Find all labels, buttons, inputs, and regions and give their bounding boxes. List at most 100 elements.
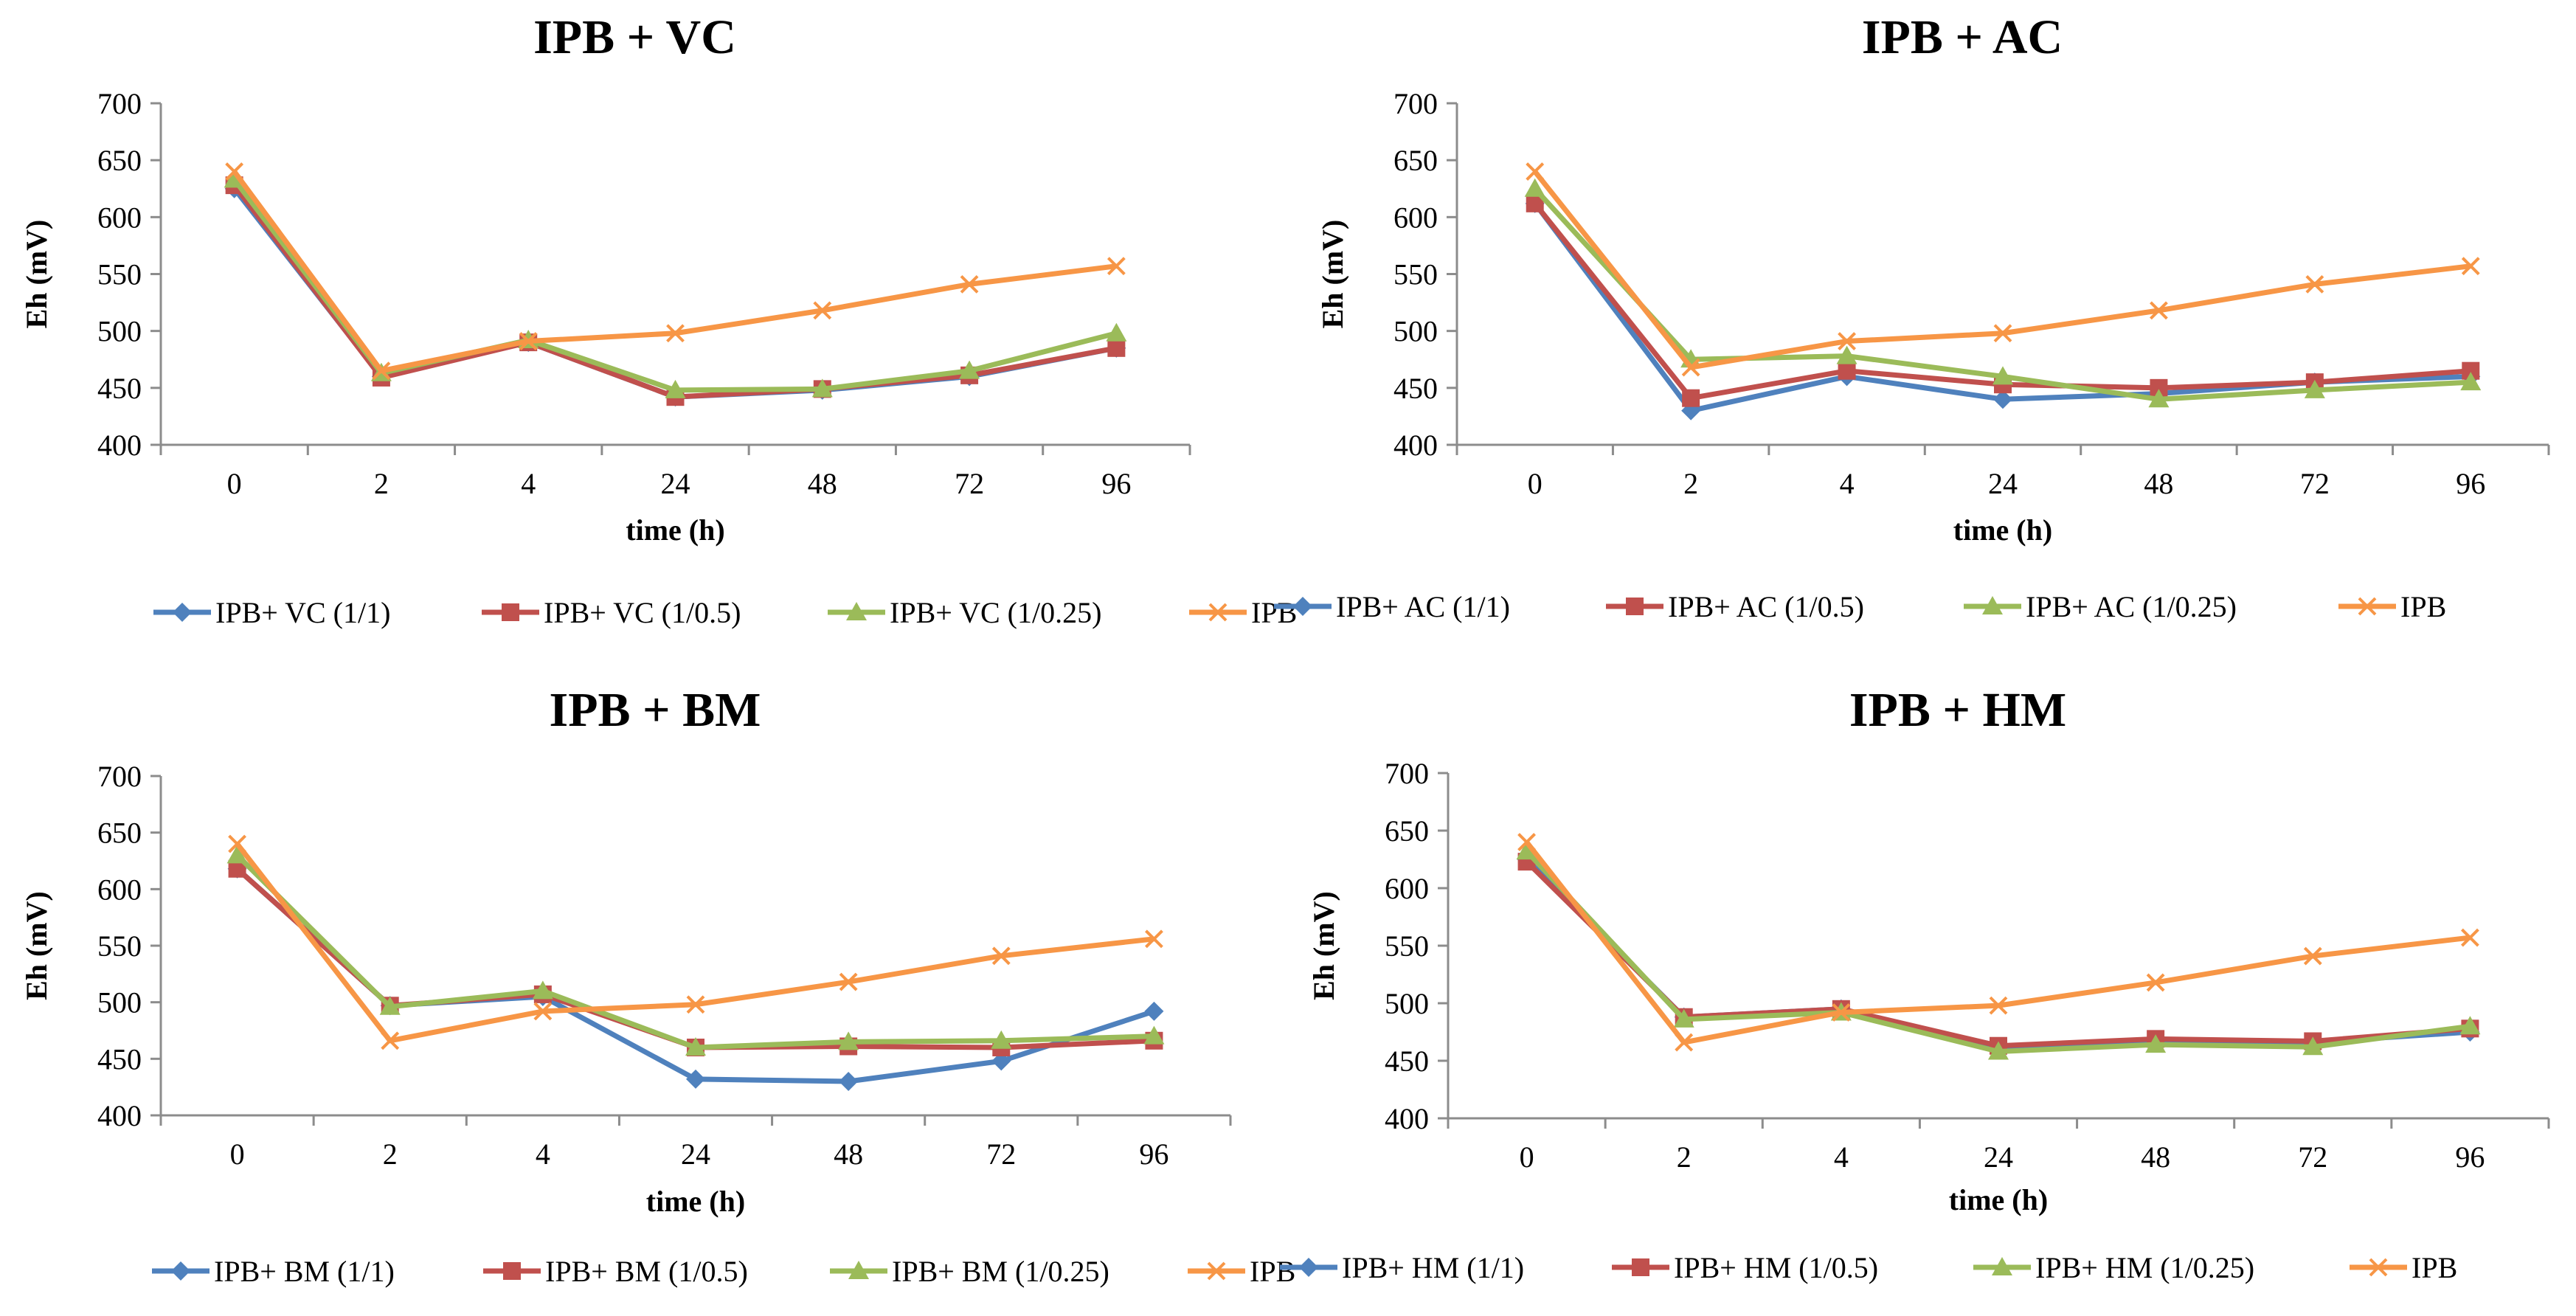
- x-tick-label: 96: [2455, 1140, 2485, 1174]
- y-tick-label: 500: [1393, 315, 1438, 348]
- data-point: [228, 834, 246, 853]
- legend-marker: [171, 1261, 190, 1281]
- x-tick-label: 4: [521, 467, 536, 500]
- data-point: [838, 1031, 859, 1050]
- x-tick-label: 96: [1101, 467, 1131, 500]
- data-point: [2303, 946, 2322, 966]
- data-point: [1675, 1033, 1694, 1052]
- data-point: [372, 361, 391, 381]
- legend-item: IPB+ BM (1/0.5): [483, 1255, 748, 1288]
- series-2: [228, 859, 1163, 1056]
- y-tick-label: 600: [97, 201, 142, 234]
- data-point: [686, 995, 705, 1014]
- y-tick-label: 550: [97, 929, 142, 963]
- legend-marker: [1207, 1261, 1226, 1281]
- data-point: [2302, 1036, 2324, 1056]
- y-tick-label: 400: [1385, 1102, 1429, 1135]
- legend-item: IPB+ BM (1/0.25): [830, 1255, 1109, 1288]
- legend-label: IPB+ HM (1/0.5): [1674, 1251, 1878, 1284]
- y-tick-label: 400: [97, 429, 142, 462]
- x-tick-label: 0: [230, 1137, 245, 1171]
- data-point: [533, 1002, 553, 1021]
- data-point: [2304, 379, 2325, 398]
- legend-item: IPB+ AC (1/0.25): [1964, 590, 2237, 623]
- data-point: [1832, 1003, 1851, 1022]
- data-point: [1673, 1008, 1694, 1028]
- data-point: [2146, 973, 2165, 992]
- data-point: [839, 1072, 859, 1091]
- y-tick-label: 550: [97, 258, 142, 291]
- x-tick-label: 24: [681, 1137, 710, 1171]
- legend-label: IPB+ BM (1/0.5): [545, 1255, 748, 1288]
- legend-item: IPB+ HM (1/1): [1280, 1251, 1524, 1284]
- legend-item: IPB: [1189, 596, 1297, 629]
- y-tick-label: 650: [97, 817, 142, 850]
- data-point: [1107, 339, 1126, 357]
- legend-item: IPB+ VC (1/0.5): [482, 596, 741, 629]
- legend-marker: [1299, 1258, 1318, 1277]
- x-tick-label: 2: [1683, 467, 1698, 500]
- data-point: [1681, 358, 1700, 377]
- x-tick-label: 48: [2141, 1140, 2170, 1174]
- legend-marker: [173, 603, 192, 622]
- legend-label: IPB: [2411, 1251, 2457, 1284]
- y-tick-label: 600: [1393, 201, 1438, 234]
- x-tick-label: 48: [808, 467, 837, 500]
- legend-label: IPB+ AC (1/1): [1336, 590, 1510, 623]
- legend-marker: [1293, 597, 1312, 616]
- legend-marker: [502, 603, 519, 621]
- legend-label: IPB+ BM (1/0.25): [892, 1255, 1109, 1288]
- y-tick-label: 650: [1385, 814, 1429, 848]
- legend-marker: [1982, 596, 2003, 614]
- series-line: [1532, 170, 2471, 370]
- data-point: [532, 980, 553, 1000]
- data-point: [1144, 1001, 1164, 1021]
- data-point: [225, 162, 244, 181]
- x-tick-label: 4: [536, 1137, 550, 1171]
- legend-item: IPB: [1188, 1255, 1295, 1288]
- legend-marker: [1632, 1258, 1649, 1276]
- legend-item: IPB+ VC (1/0.25): [828, 596, 1101, 629]
- data-point: [1516, 841, 1537, 860]
- legend-item: IPB+ HM (1/0.5): [1612, 1251, 1878, 1284]
- x-tick-label: 48: [2144, 467, 2173, 500]
- data-point: [811, 378, 833, 398]
- x-tick-label: 4: [1834, 1140, 1849, 1174]
- data-point: [2145, 1034, 2167, 1053]
- y-tick-label: 450: [97, 1042, 142, 1076]
- legend-marker: [2358, 597, 2377, 616]
- y-tick-label: 450: [1385, 1045, 1429, 1078]
- y-tick-label: 400: [1393, 429, 1438, 462]
- legend: IPB+ VC (1/1) IPB+ VC (1/0.5) IPB+ VC (1/0…: [153, 596, 1297, 629]
- x-tick-label: 72: [955, 467, 984, 500]
- data-point: [1526, 162, 1545, 181]
- x-tick-label: 24: [1988, 467, 2018, 500]
- data-point: [1989, 996, 2008, 1015]
- data-point: [1993, 389, 2012, 409]
- data-point: [665, 379, 686, 398]
- data-point: [226, 845, 248, 864]
- y-tick-label: 450: [1393, 372, 1438, 405]
- x-tick-label: 96: [2456, 467, 2485, 500]
- data-point: [2461, 257, 2480, 276]
- x-axis-label: time (h): [626, 513, 724, 547]
- legend-item: IPB+ HM (1/0.25): [1973, 1251, 2254, 1284]
- legend-label: IPB+ HM (1/0.25): [2035, 1251, 2254, 1284]
- x-tick-label: 72: [986, 1137, 1016, 1171]
- legend-item: IPB+ VC (1/1): [153, 596, 390, 629]
- y-tick-label: 550: [1385, 929, 1429, 963]
- data-point: [666, 324, 685, 343]
- x-tick-label: 0: [227, 467, 242, 500]
- legend-marker: [848, 1261, 869, 1279]
- data-point: [813, 301, 832, 320]
- y-tick-label: 700: [97, 760, 142, 793]
- data-point: [2461, 928, 2479, 947]
- data-point: [686, 1069, 705, 1089]
- series-4: [1517, 833, 2479, 1052]
- legend-label: IPB+ AC (1/0.25): [2026, 590, 2237, 623]
- data-point: [991, 1030, 1012, 1049]
- x-tick-label: 24: [661, 467, 690, 500]
- legend-label: IPB+ HM (1/1): [1342, 1251, 1524, 1284]
